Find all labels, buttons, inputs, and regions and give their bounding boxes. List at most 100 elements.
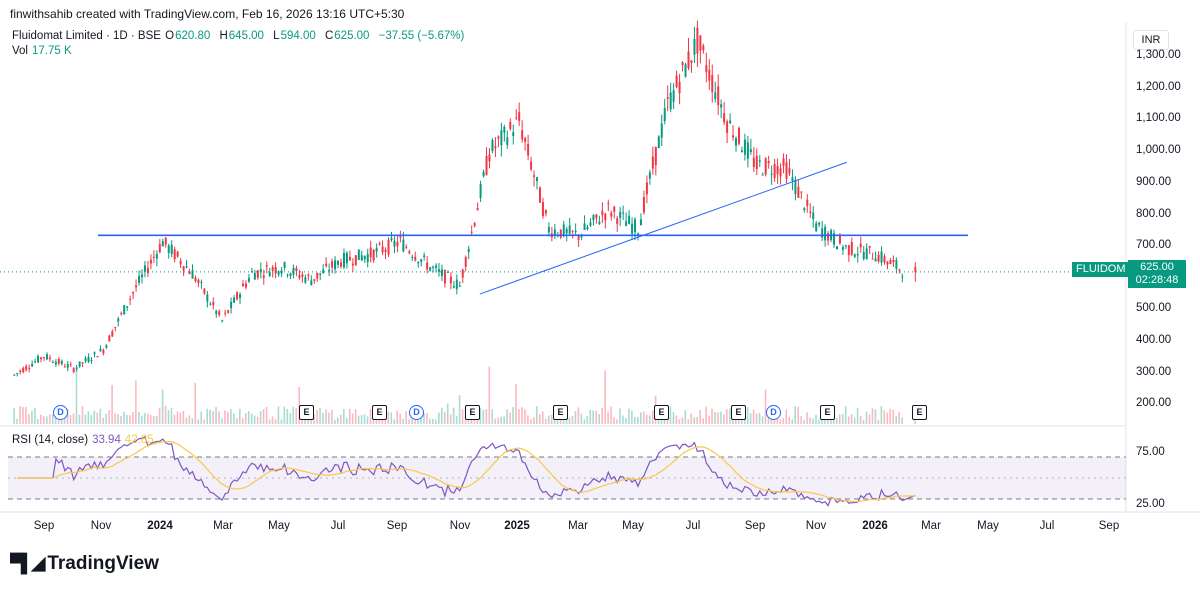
candle-body xyxy=(179,260,182,265)
earnings-marker[interactable]: E xyxy=(654,405,669,420)
volume-bar xyxy=(488,366,491,424)
symbol-legend[interactable]: Fluidomat Limited · 1D · BSE O620.80 H64… xyxy=(12,30,470,42)
candle-body xyxy=(856,253,859,256)
candle-body xyxy=(693,38,696,55)
tradingview-logo[interactable]: ▀▌◢ TradingView xyxy=(10,553,159,575)
candle-body xyxy=(538,187,541,203)
earnings-marker[interactable]: E xyxy=(299,405,314,420)
volume-bar xyxy=(135,380,137,424)
candle-body xyxy=(586,226,589,230)
earnings-marker[interactable]: E xyxy=(912,405,927,420)
symbol-name[interactable]: Fluidomat Limited · 1D · BSE xyxy=(12,30,161,42)
volume-bar xyxy=(158,407,161,424)
candle-body xyxy=(366,254,369,263)
candle-body xyxy=(135,285,138,288)
volume-bar xyxy=(482,409,485,424)
candle-body xyxy=(40,357,43,360)
candle-body xyxy=(821,228,824,238)
volume-bar xyxy=(767,416,770,424)
candle-body xyxy=(283,262,286,268)
volume-bar xyxy=(812,418,814,424)
volume-bar xyxy=(565,418,568,424)
earnings-marker[interactable]: E xyxy=(465,405,480,420)
volume-bar xyxy=(500,416,502,424)
dividend-marker[interactable]: D xyxy=(766,405,781,420)
volume-bar xyxy=(301,417,303,424)
candle-body xyxy=(645,182,648,195)
volume-bar xyxy=(892,409,895,424)
volume-bar xyxy=(696,416,698,424)
volume-bar xyxy=(684,410,687,424)
time-axis-label: Mar xyxy=(213,520,233,532)
candle-body xyxy=(574,230,577,232)
candle-body xyxy=(791,177,794,181)
time-axis-label: Mar xyxy=(921,520,941,532)
time-axis-label: Mar xyxy=(568,520,588,532)
earnings-marker[interactable]: E xyxy=(372,405,387,420)
candle-body xyxy=(883,256,886,263)
volume-bar xyxy=(37,419,39,424)
candle-body xyxy=(108,335,111,342)
candle-body xyxy=(827,233,830,241)
price-axis-label: 1,300.00 xyxy=(1136,49,1181,61)
volume-bar xyxy=(446,403,449,424)
volume-bar xyxy=(788,416,791,424)
time-axis-label: Sep xyxy=(386,520,408,532)
volume-bar xyxy=(337,417,339,424)
price-axis-label: 1,200.00 xyxy=(1136,81,1181,93)
volume-bar xyxy=(253,415,256,424)
currency-button[interactable]: INR xyxy=(1133,30,1169,50)
dividend-marker[interactable]: D xyxy=(53,405,68,420)
candle-body xyxy=(372,249,375,261)
candle-body xyxy=(194,277,197,282)
volume-bar xyxy=(387,411,390,424)
candle-body xyxy=(253,272,256,280)
volume-bar xyxy=(568,417,571,424)
dividend-marker[interactable]: D xyxy=(409,405,424,420)
time-axis-label: Sep xyxy=(1098,520,1120,532)
candle-body xyxy=(292,267,295,275)
candle-body xyxy=(589,222,592,226)
candle-body xyxy=(494,146,497,149)
last-price-tag: 625.00 02:28:48 xyxy=(1128,260,1186,288)
candle-body xyxy=(402,239,405,252)
rsi-axis-label: 75.00 xyxy=(1136,446,1165,458)
candle-body xyxy=(497,136,500,139)
candle-body xyxy=(429,267,432,271)
price-axis-label: 800.00 xyxy=(1136,208,1172,220)
rsi-legend[interactable]: RSI (14, close) 33.94 42.85 xyxy=(12,434,154,446)
candle-body xyxy=(568,225,571,234)
candle-body xyxy=(206,294,209,302)
candle-body xyxy=(188,271,191,275)
candle-body xyxy=(256,270,259,278)
candle-body xyxy=(850,242,853,255)
earnings-marker[interactable]: E xyxy=(553,405,568,420)
candle-body xyxy=(743,139,746,155)
volume-bar xyxy=(313,414,315,424)
volume-bar xyxy=(580,413,583,424)
earnings-marker[interactable]: E xyxy=(820,405,835,420)
candle-body xyxy=(515,117,518,119)
volume-bar xyxy=(432,418,434,424)
volume-bar xyxy=(197,419,200,424)
earnings-marker[interactable]: E xyxy=(731,405,746,420)
volume-bar xyxy=(708,415,710,424)
volume-bar xyxy=(170,407,173,424)
volume-bar xyxy=(791,419,794,424)
candle-body xyxy=(378,243,381,245)
volume-bar xyxy=(853,417,856,424)
candle-body xyxy=(547,226,550,233)
volume-bar xyxy=(334,419,336,424)
volume-legend[interactable]: Vol 17.75 K xyxy=(12,45,72,57)
price-axis-label: 1,000.00 xyxy=(1136,144,1181,156)
volume-bar xyxy=(369,409,372,424)
volume-bar xyxy=(648,415,651,424)
candle-body xyxy=(215,310,218,314)
time-axis-label: Jul xyxy=(330,520,346,532)
volume-bar xyxy=(209,409,211,424)
candle-body xyxy=(405,247,408,249)
candle-body xyxy=(815,223,818,232)
volume-bar xyxy=(108,410,110,424)
volume-bar xyxy=(681,417,684,424)
